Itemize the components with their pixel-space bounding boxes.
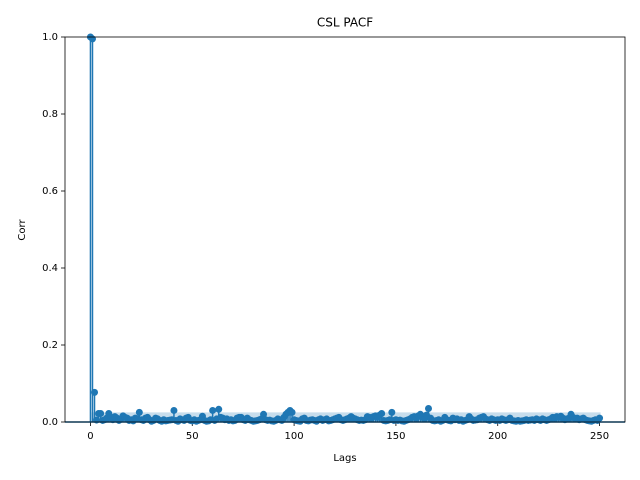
y-tick-label: 1.0 <box>42 32 58 43</box>
stem-marker <box>215 405 223 413</box>
y-tick-label: 0.4 <box>42 263 58 274</box>
stem-marker <box>135 408 143 416</box>
stem-marker <box>424 405 432 413</box>
y-tick-label: 0.8 <box>42 109 58 120</box>
stem-marker <box>170 406 178 414</box>
x-tick-label: 150 <box>386 431 405 442</box>
stem-marker <box>288 408 296 416</box>
y-tick-label: 0.0 <box>42 417 58 428</box>
stem-marker <box>93 416 101 424</box>
y-axis-label: Corr <box>17 219 28 241</box>
x-tick-label: 250 <box>590 431 609 442</box>
chart-title: CSL PACF <box>317 16 373 30</box>
stem-marker <box>388 408 396 416</box>
y-tick-label: 0.2 <box>42 340 58 351</box>
stem-marker <box>88 35 96 43</box>
x-tick-label: 0 <box>87 431 93 442</box>
stem-marker <box>91 388 99 396</box>
y-tick-label: 0.6 <box>42 186 58 197</box>
stem-marker <box>209 406 217 414</box>
x-tick-label: 50 <box>186 431 199 442</box>
x-tick-label: 100 <box>285 431 304 442</box>
stem-marker <box>97 410 105 418</box>
plot-frame <box>64 36 626 423</box>
x-axis-label: Lags <box>333 453 356 464</box>
stem-marker <box>378 410 386 418</box>
x-tick-label: 200 <box>488 431 507 442</box>
stem-marker <box>596 414 604 422</box>
stem-marker <box>260 410 268 418</box>
